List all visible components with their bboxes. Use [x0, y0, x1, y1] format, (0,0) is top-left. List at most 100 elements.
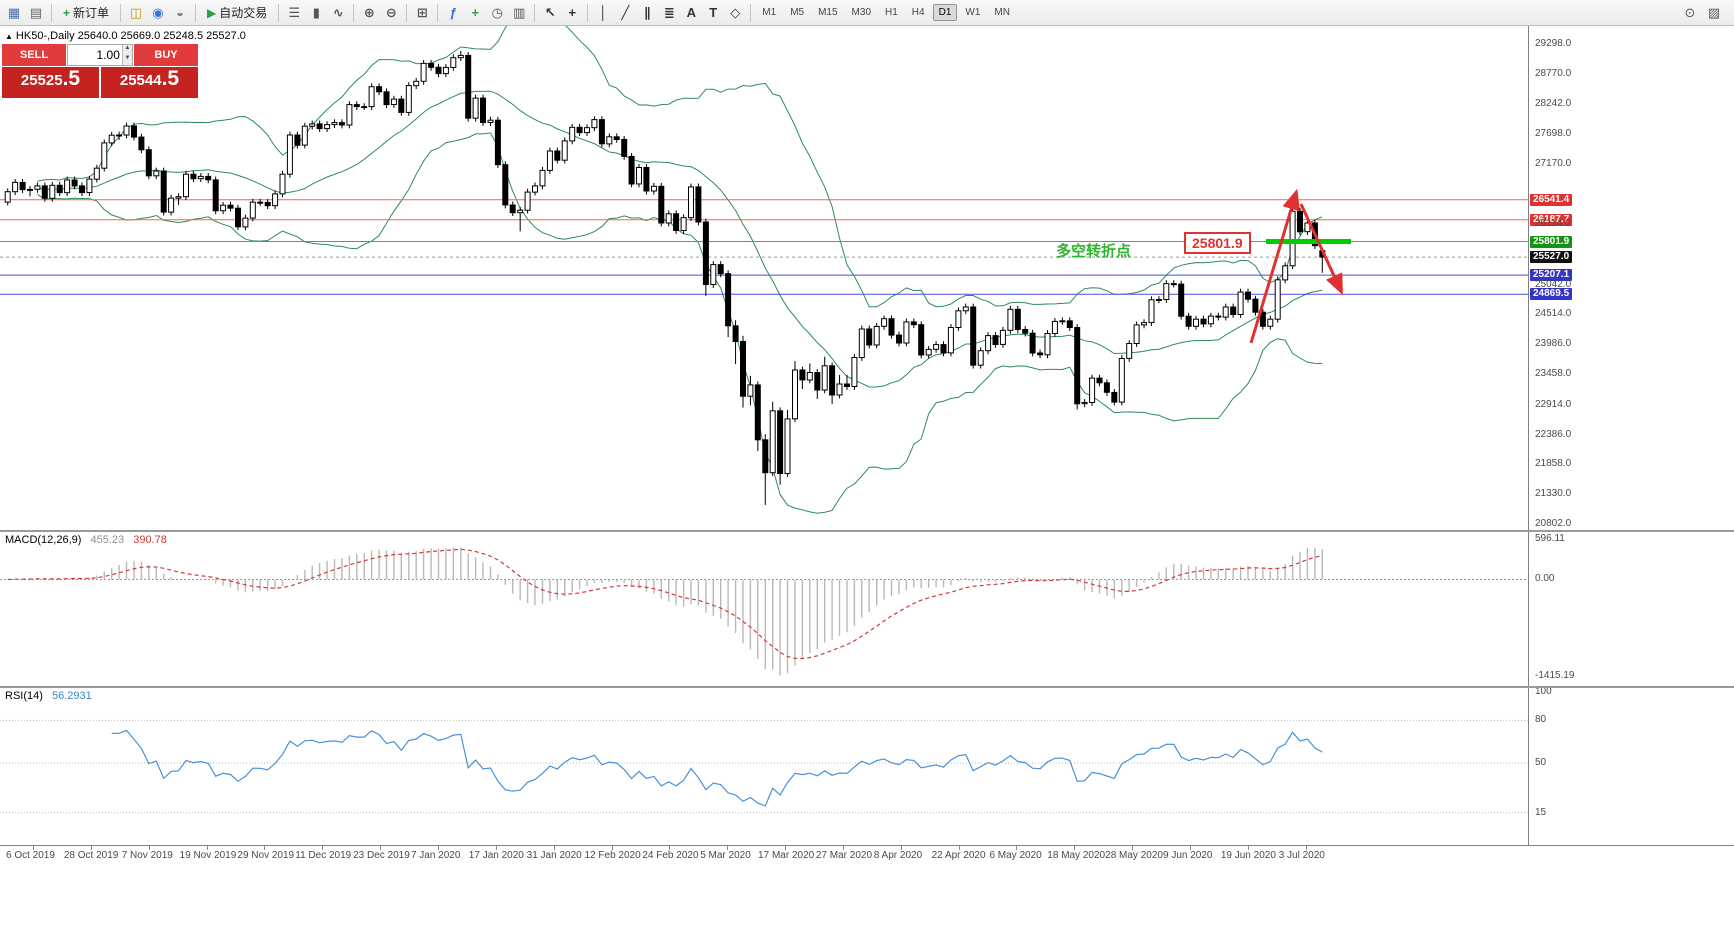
- time-tick-label: 19 Jun 2020: [1220, 850, 1276, 861]
- price-tick-label: 21858.0: [1535, 458, 1572, 470]
- templates-button[interactable]: ▥: [509, 3, 529, 23]
- timeframe-h4[interactable]: H4: [911, 7, 925, 18]
- volume-up-icon[interactable]: ▲: [121, 45, 132, 55]
- candles: [4, 51, 1326, 505]
- annotation-price-label[interactable]: 25801.9: [1184, 232, 1251, 254]
- time-tick: [90, 846, 92, 850]
- bid-price-line-tag: 25527.0: [1530, 251, 1573, 264]
- line-chart-icon: ∿: [332, 4, 344, 20]
- timeframe-m5[interactable]: M5: [790, 7, 805, 18]
- chart-drawings[interactable]: [1249, 188, 1351, 344]
- indicators-button[interactable]: ƒ: [443, 3, 463, 23]
- sell-price-frac: .5: [62, 67, 81, 90]
- timeframe-w1[interactable]: W1: [965, 7, 981, 18]
- label-button[interactable]: T: [703, 3, 723, 23]
- chart-shift-button[interactable]: ▨: [1707, 4, 1721, 20]
- toolbar-separator: [278, 3, 280, 22]
- zoom-out-icon: ⊖: [385, 4, 397, 20]
- sell-price-main: 25525: [20, 72, 63, 89]
- market-watch-icon: ◫: [129, 4, 143, 20]
- fibonacci-icon: ≣: [663, 4, 675, 20]
- new-order-icon: +: [63, 5, 71, 20]
- zoom-window-button[interactable]: ⊙: [1684, 4, 1696, 20]
- time-tick: [1016, 846, 1018, 850]
- buy-price-frac: .5: [161, 67, 180, 90]
- macd-scale-label: 596.11: [1535, 533, 1565, 544]
- timeframe-m30[interactable]: M30: [851, 7, 871, 18]
- timeframe-mn[interactable]: MN: [994, 7, 1010, 18]
- periods-button[interactable]: ◷: [487, 3, 507, 23]
- add-indicator-button[interactable]: +: [465, 3, 485, 23]
- time-tick: [785, 846, 787, 850]
- trendline-button[interactable]: ╱: [615, 3, 635, 23]
- panel-separator-macd[interactable]: [0, 530, 1734, 532]
- timeframe-h1[interactable]: H1: [885, 7, 898, 18]
- toolbar-main: ▦ ▤ + 新订单 ◫ ◉ ◒ ▶ 自动交易 ☰ ▮ ∿ ⊕ ⊖ ⊞ ƒ + ◷ ▥ ↖ + │ ╱ ∥ ≣ A T ◇ M1 M5 M15…: [4, 3, 1016, 23]
- sell-price-display[interactable]: 25525.5: [2, 67, 99, 98]
- new-order-button[interactable]: + 新订单: [57, 3, 115, 23]
- auto-trading-icon: ▶: [207, 5, 217, 20]
- timeframe-m15[interactable]: M15: [818, 7, 838, 18]
- toolbar-separator: [195, 3, 197, 22]
- time-tick: [727, 846, 729, 850]
- panel-separator-rsi[interactable]: [0, 686, 1734, 688]
- time-tick: [1190, 846, 1191, 850]
- auto-trading-button[interactable]: ▶ 自动交易: [201, 3, 273, 23]
- navigator-icon: ◉: [152, 4, 164, 20]
- navigator-button[interactable]: ◉: [148, 3, 168, 23]
- terminal-button[interactable]: ◒: [170, 3, 190, 23]
- time-tick-label: 9 Jun 2020: [1163, 850, 1213, 861]
- price-tick-label: 21330.0: [1535, 488, 1572, 500]
- profiles-button[interactable]: ▤: [26, 3, 46, 23]
- horizontal-level-lines[interactable]: [0, 199, 1528, 295]
- bar-chart-button[interactable]: ☰: [284, 3, 304, 23]
- price-tick-label: 23986.0: [1535, 338, 1572, 350]
- time-tick-label: 8 Apr 2020: [873, 850, 923, 861]
- zoom-in-button[interactable]: ⊕: [359, 3, 379, 23]
- market-watch-button[interactable]: ◫: [126, 3, 146, 23]
- fibonacci-button[interactable]: ≣: [659, 3, 679, 23]
- time-tick-label: 28 May 2020: [1105, 850, 1163, 861]
- time-tick: [206, 846, 208, 850]
- shapes-icon: ◇: [730, 4, 741, 20]
- buy-price-display[interactable]: 25544.5: [101, 67, 198, 98]
- candlestick-button[interactable]: ▮: [306, 3, 326, 23]
- new-chart-button[interactable]: ▦: [4, 3, 24, 23]
- price-axis[interactable]: 26541.4 26187.7 25801.9 25527.0 25207.1 24869…: [1528, 26, 1734, 845]
- vertical-line-button[interactable]: │: [593, 3, 613, 23]
- time-tick-label: 18 May 2020: [1047, 850, 1106, 861]
- cursor-icon: ↖: [544, 4, 556, 20]
- one-click-trading-panel: SELL ▲ ▼ BUY 25525.5 25544.5: [2, 44, 198, 98]
- timeframe-d1[interactable]: D1: [932, 4, 958, 21]
- crosshair-button[interactable]: +: [562, 3, 582, 23]
- timeframe-m1[interactable]: M1: [762, 7, 777, 18]
- time-tick: [380, 846, 382, 850]
- volume-down-icon[interactable]: ▼: [121, 55, 132, 65]
- cursor-button[interactable]: ↖: [540, 3, 560, 23]
- candlestick-icon: ▮: [312, 4, 320, 20]
- resistance-line-1-tag: 26541.4: [1530, 193, 1573, 206]
- sell-button[interactable]: SELL: [2, 44, 66, 66]
- toolbar-separator: [51, 3, 52, 22]
- price-tick-label: 22914.0: [1535, 398, 1572, 410]
- time-tick-label: 24 Feb 2020: [642, 850, 699, 861]
- time-tick-label: 27 Mar 2020: [815, 850, 873, 861]
- text-button[interactable]: A: [681, 3, 701, 23]
- text-icon: A: [686, 5, 696, 20]
- shapes-button[interactable]: ◇: [725, 3, 745, 23]
- price-tick-label: 20802.0: [1535, 518, 1572, 529]
- macd-main-value: 455.23: [90, 534, 125, 546]
- chart-canvas[interactable]: [0, 0, 1528, 845]
- zoom-in-icon: ⊕: [363, 4, 375, 20]
- chart-symbol-info: ▲ HK50-,Daily 25640.0 25669.0 25248.5 255…: [5, 30, 246, 42]
- channel-button[interactable]: ∥: [637, 3, 657, 23]
- time-tick-label: 3 Jul 2020: [1278, 850, 1325, 861]
- buy-button[interactable]: BUY: [134, 44, 198, 66]
- time-tick: [495, 846, 497, 850]
- time-axis[interactable]: 6 Oct 2019 28 Oct 2019 7 Nov 2019 19 Nov 20…: [0, 845, 1734, 866]
- zoom-out-button[interactable]: ⊖: [381, 3, 401, 23]
- tile-windows-button[interactable]: ⊞: [412, 3, 432, 23]
- line-chart-button[interactable]: ∿: [328, 3, 348, 23]
- volume-input[interactable]: [68, 45, 122, 65]
